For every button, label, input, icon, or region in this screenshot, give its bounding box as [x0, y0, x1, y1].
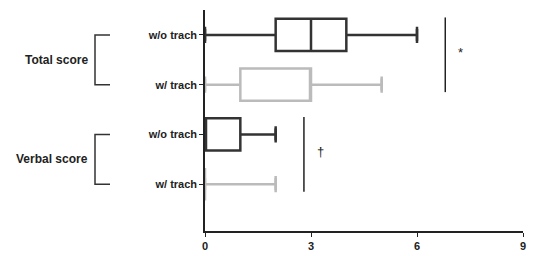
svg-text:6: 6 [414, 240, 420, 252]
svg-text:w/ trach: w/ trach [154, 178, 197, 190]
svg-text:w/ trach: w/ trach [154, 79, 197, 91]
svg-text:w/o trach: w/o trach [148, 29, 198, 41]
svg-text:Verbal score: Verbal score [16, 152, 88, 166]
svg-text:9: 9 [520, 240, 526, 252]
svg-text:†: † [317, 144, 324, 159]
svg-text:0: 0 [202, 240, 208, 252]
svg-text:*: * [458, 45, 463, 60]
svg-text:Total score: Total score [25, 53, 88, 67]
svg-text:w/o trach: w/o trach [148, 128, 198, 140]
svg-text:3: 3 [308, 240, 314, 252]
